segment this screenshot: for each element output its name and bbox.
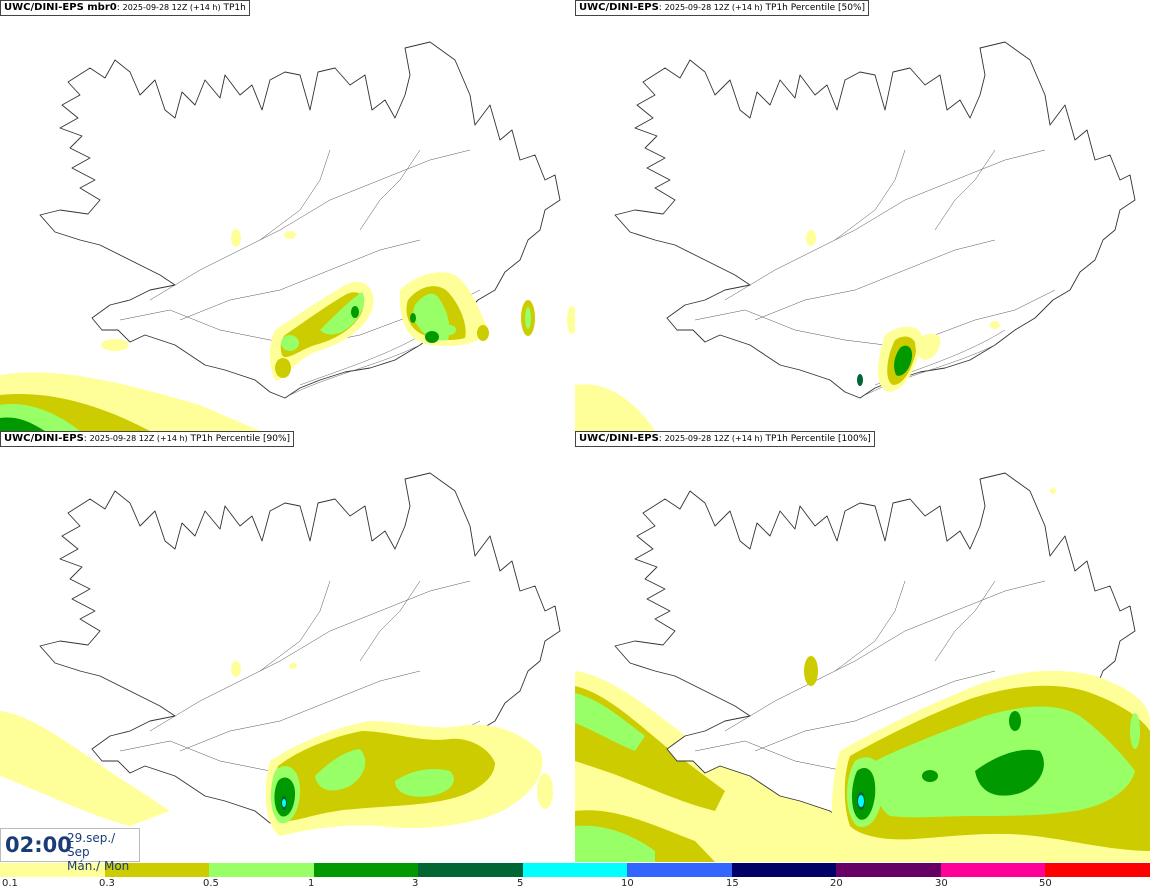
colorbar-tick-label: 0.5 [203, 878, 219, 889]
colorbar-tick-label: 15 [726, 878, 739, 889]
iceland-outline-map [575, 41, 1136, 431]
map-panel-mbr0: UWC/DINI-EPS mbr0: 2025-09-28 12Z (+14 h… [0, 0, 575, 431]
precipitation-contours [804, 488, 1150, 862]
colorbar-labels: 0.1 0.3 0.5 1 3 5 10 15 20 30 50 [0, 877, 1150, 891]
colorbar-segment [731, 863, 837, 877]
precipitation-contours [575, 384, 655, 431]
colorbar-tick-label: 30 [935, 878, 948, 889]
colorbar-tick-label: 0.3 [99, 878, 115, 889]
colorbar-segment [209, 863, 314, 877]
colorbar-segment [627, 863, 732, 877]
colorbar-segment [104, 863, 210, 877]
colorbar-tick-label: 10 [621, 878, 634, 889]
colorbar-segment [1045, 863, 1150, 877]
map-panel-p100: UWC/DINI-EPS: 2025-09-28 12Z (+14 h) TP1… [575, 431, 1150, 862]
map-panel-p90: UWC/DINI-EPS: 2025-09-28 12Z (+14 h) TP1… [0, 431, 575, 862]
iceland-outline-map [0, 472, 561, 836]
colorbar-segment [940, 863, 1046, 877]
colorbar-tick-label: 1 [308, 878, 315, 889]
colorbar-tick-label: 0.1 [2, 878, 18, 889]
colorbar-segment [0, 863, 105, 877]
panel-title: UWC/DINI-EPS mbr0: 2025-09-28 12Z (+14 h… [0, 0, 250, 16]
colorbar-segment [418, 863, 523, 877]
colorbar-tick-label: 3 [412, 878, 419, 889]
precipitation-contours [231, 661, 553, 836]
colorbar-segment [836, 863, 941, 877]
precipitation-contours [806, 230, 1000, 392]
colorbar-tick-label: 5 [517, 878, 524, 889]
colorbar-segment [313, 863, 419, 877]
valid-date: 29.sep./ Sep Mán./ Mon [67, 831, 130, 873]
colorbar [0, 863, 1150, 877]
panel-title: UWC/DINI-EPS: 2025-09-28 12Z (+14 h) TP1… [575, 431, 875, 447]
iceland-outline-map [0, 41, 575, 431]
valid-time-box: 02:00 29.sep./ Sep Mán./ Mon [0, 828, 140, 873]
panel-title: UWC/DINI-EPS: 2025-09-28 12Z (+14 h) TP1… [575, 0, 870, 16]
map-panel-p50: UWC/DINI-EPS: 2025-09-28 12Z (+14 h) TP1… [575, 0, 1150, 431]
valid-time: 02:00 [5, 833, 72, 857]
panel-title: UWC/DINI-EPS: 2025-09-28 12Z (+14 h) TP1… [0, 431, 295, 447]
precipitation-contours [0, 711, 170, 826]
colorbar-tick-label: 50 [1039, 878, 1052, 889]
iceland-outline-map [575, 472, 1150, 862]
precipitation-contours [101, 229, 575, 381]
colorbar-tick-label: 20 [830, 878, 843, 889]
colorbar-segment [522, 863, 628, 877]
precipitation-contours [0, 372, 260, 431]
